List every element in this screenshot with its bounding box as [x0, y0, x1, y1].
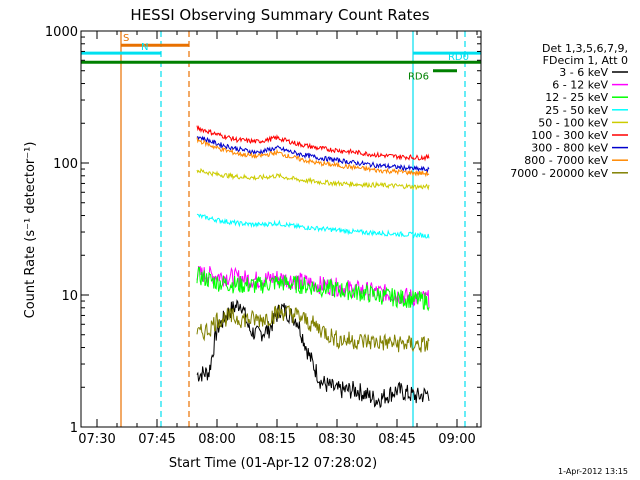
x-tick-label-0745: 07:45	[138, 432, 175, 447]
legend-header-line-1: Det 1,3,5,6,7,9,	[542, 42, 628, 55]
status-bar-label-rd0: RD0	[448, 52, 469, 63]
legend-header-line-2: FDecim 1, Att 0	[543, 54, 628, 67]
series-line-50-100kev	[196, 167, 430, 191]
x-tick-label-0815: 08:15	[258, 432, 295, 447]
series-line-25-50kev	[196, 213, 430, 239]
x-axis-label: Start Time (01-Apr-12 07:28:02)	[169, 456, 377, 471]
x-tick-label-0830: 08:30	[318, 432, 355, 447]
series-line-800-7000kev	[196, 137, 430, 178]
series-line-7000-20000kev	[196, 305, 430, 353]
chart-title: HESSI Observing Summary Count Rates	[130, 6, 429, 24]
y-tick-label-1: 1	[70, 421, 78, 436]
series-line-300-800kev	[196, 135, 430, 174]
series-line-3-6kev	[196, 299, 430, 409]
legend-label-7000-20000kev: 7000 - 20000 keV	[510, 167, 608, 180]
y-axis-label: Count Rate (s⁻¹ detector⁻¹)	[23, 142, 38, 319]
series-line-12-25kev	[196, 266, 430, 312]
legend-label-300-800kev: 300 - 800 keV	[531, 142, 608, 155]
series-line-100-300kev	[196, 125, 430, 162]
status-bar-label-s: S	[123, 33, 129, 44]
legend-label-3-6kev: 3 - 6 keV	[559, 66, 608, 79]
footer-timestamp: 1-Apr-2012 13:15	[558, 467, 628, 476]
status-bar-label-n: N	[141, 42, 148, 53]
status-bar-label-rd6: RD6	[408, 72, 429, 83]
y-tick-label-1000: 1000	[45, 25, 78, 40]
y-tick-label-100: 100	[53, 157, 78, 172]
legend-label-6-12kev: 6 - 12 keV	[552, 79, 608, 92]
legend-label-800-7000kev: 800 - 7000 keV	[524, 154, 608, 167]
plot-frame	[80, 30, 482, 428]
legend-label-25-50kev: 25 - 50 keV	[545, 104, 608, 117]
legend-label-50-100kev: 50 - 100 keV	[538, 116, 608, 129]
x-tick-label-0900: 09:00	[438, 432, 475, 447]
x-tick-label-0845: 08:45	[378, 432, 415, 447]
legend-label-12-25kev: 12 - 25 keV	[545, 91, 608, 104]
x-tick-label-0730: 07:30	[78, 432, 115, 447]
x-tick-label-0800: 08:00	[198, 432, 235, 447]
legend-label-100-300kev: 100 - 300 keV	[531, 129, 608, 142]
y-tick-label-10: 10	[61, 289, 78, 304]
